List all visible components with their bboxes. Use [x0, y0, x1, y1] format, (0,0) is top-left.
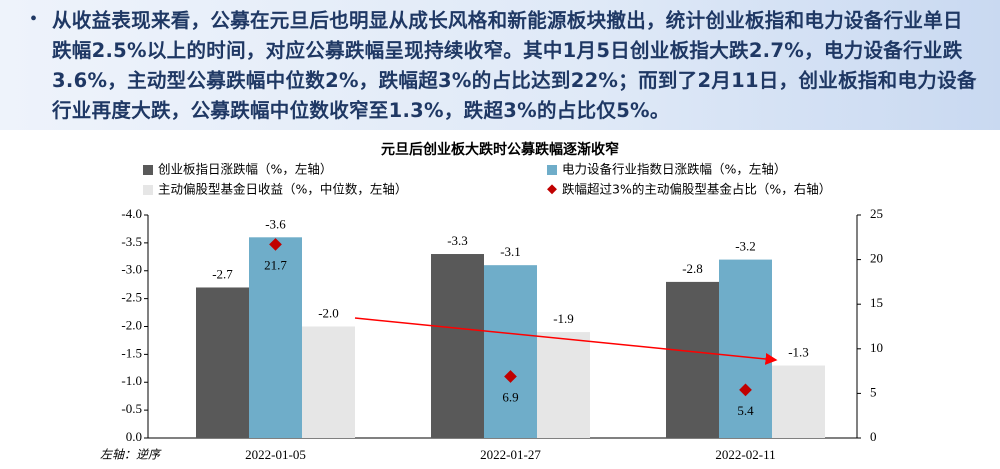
- bullet: •: [30, 8, 38, 30]
- y2-tick-label: 5: [870, 384, 877, 399]
- value-label: 6.9: [502, 389, 518, 404]
- y2-tick-label: 10: [870, 340, 883, 355]
- value-label: -3.2: [735, 239, 756, 254]
- value-label: -3.1: [500, 244, 521, 259]
- value-label: -3.6: [265, 216, 286, 231]
- y-tick-label: -1.5: [121, 345, 142, 360]
- legend-label: 主动偏股型基金日收益（%，中位数，左轴）: [158, 182, 407, 197]
- y-tick-label: -2.0: [121, 317, 142, 332]
- marker: [269, 238, 282, 251]
- bar: [484, 265, 537, 438]
- value-label: 21.7: [264, 257, 287, 272]
- legend-marker: [143, 185, 153, 195]
- y2-tick-label: 0: [870, 429, 877, 444]
- header: • 从收益表现来看，公募在元旦后也明显从成长风格和新能源板块撤出，统计创业板指和…: [0, 0, 1000, 130]
- value-label: -1.9: [553, 311, 574, 326]
- bar: [666, 281, 719, 438]
- bar: [249, 237, 302, 438]
- bar: [537, 332, 590, 438]
- value-label: -3.3: [447, 233, 468, 248]
- legend-label: 创业板指日涨跌幅（%，左轴）: [158, 162, 332, 177]
- y-tick-label: -1.0: [121, 373, 142, 388]
- y-tick-label: -2.5: [121, 290, 142, 305]
- y-tick-label: 0.0: [126, 429, 142, 444]
- annotation: 左轴：逆序: [100, 448, 162, 462]
- bar: [196, 287, 249, 438]
- trend-arrow: [354, 317, 778, 365]
- y-tick-label: -4.0: [121, 206, 142, 221]
- bar: [431, 254, 484, 438]
- legend-marker: [547, 184, 557, 195]
- header-text: 从收益表现来看，公募在元旦后也明显从成长风格和新能源板块撤出，统计创业板指和电力…: [52, 9, 977, 122]
- y-tick-label: -3.0: [121, 262, 142, 277]
- value-label: -1.3: [788, 345, 809, 360]
- chart: 元旦后创业板大跌时公募跌幅逐渐收窄 左轴：逆序 -4.0 -3.5 -3.0 -2.5…: [100, 141, 883, 462]
- y2-tick-label: 25: [870, 206, 883, 221]
- bar: [719, 259, 772, 438]
- legend-label: 跌幅超过3%的主动偏股型基金占比（%，右轴）: [562, 182, 831, 197]
- x-tick-label: 2022-01-05: [245, 447, 306, 462]
- y2-tick-label: 20: [870, 251, 883, 266]
- value-label: -2.0: [318, 305, 339, 320]
- value-label: -2.8: [682, 261, 703, 276]
- y2-tick-label: 15: [870, 295, 883, 310]
- x-tick-label: 2022-02-11: [715, 447, 775, 462]
- legend-label: 电力设备行业指数日涨跌幅（%，左轴）: [562, 162, 786, 177]
- chart-title: 元旦后创业板大跌时公募跌幅逐渐收窄: [381, 141, 619, 158]
- legend-marker: [547, 165, 557, 175]
- value-label: -2.7: [212, 266, 233, 281]
- bar: [772, 365, 825, 438]
- legend-marker: [143, 165, 153, 175]
- y-tick-label: -3.5: [121, 234, 142, 249]
- x-tick-label: 2022-01-27: [480, 447, 541, 462]
- bar: [302, 326, 355, 438]
- value-label: 5.4: [737, 403, 754, 418]
- y-tick-label: -0.5: [121, 401, 142, 416]
